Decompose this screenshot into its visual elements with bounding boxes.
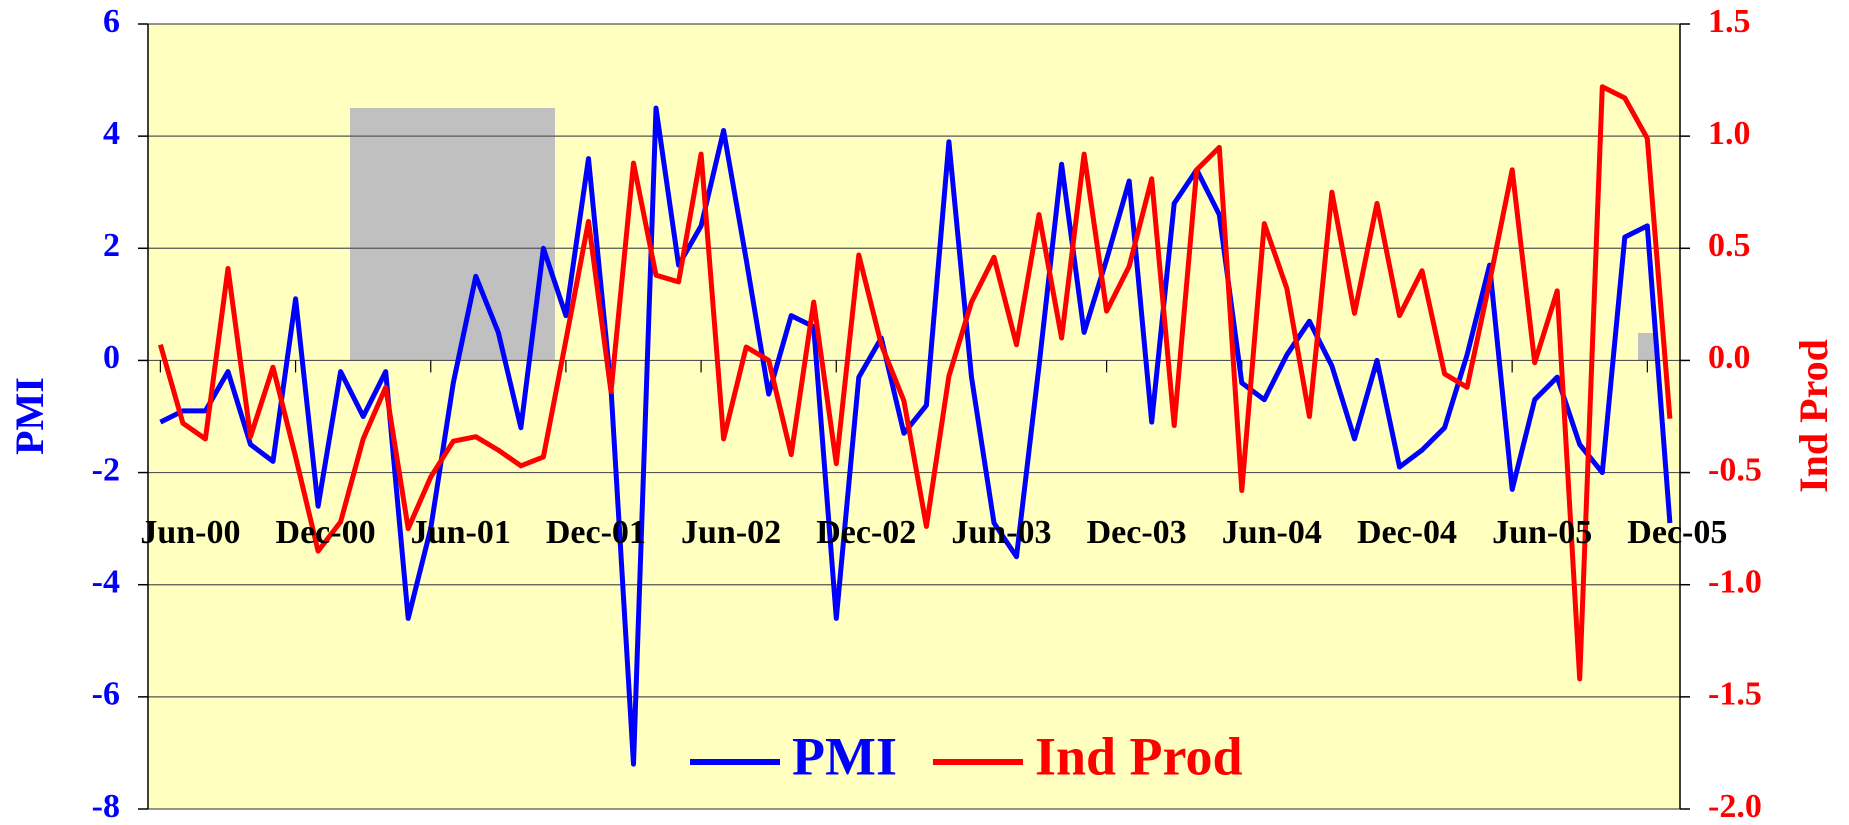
x-tick-label: Dec-04 <box>1357 514 1457 551</box>
x-tick-label: Jun-02 <box>681 514 781 551</box>
y-tick-label: -4 <box>92 564 120 601</box>
x-tick-label: Jun-01 <box>411 514 511 551</box>
y-tick-label: 2 <box>103 227 120 264</box>
y-tick-label: -6 <box>92 676 120 713</box>
x-tick-label: Jun-03 <box>951 514 1051 551</box>
y2-tick-label: 1.0 <box>1708 115 1751 152</box>
y2-tick-label: -1.0 <box>1708 564 1762 601</box>
y2-tick-label: -1.5 <box>1708 676 1762 713</box>
recession-shade <box>350 108 555 360</box>
y-tick-label: -8 <box>92 788 120 825</box>
y2-tick-label: 1.5 <box>1708 3 1751 40</box>
y2-tick-label: -2.0 <box>1708 788 1762 825</box>
y2-axis-title: Ind Prod <box>1791 339 1836 493</box>
legend-label: PMI <box>792 726 897 786</box>
y-tick-label: 6 <box>103 3 120 40</box>
y2-tick-label: 0.5 <box>1708 227 1751 264</box>
y2-tick-label: 0.0 <box>1708 339 1751 376</box>
grid <box>138 23 1690 810</box>
y2-tick-label: -0.5 <box>1708 451 1762 488</box>
x-tick-label: Jun-05 <box>1492 514 1592 551</box>
recession-shade <box>1638 333 1657 360</box>
x-tick-label: Dec-03 <box>1087 514 1187 551</box>
series-line <box>157 84 1673 682</box>
x-tick-label: Dec-00 <box>276 514 376 551</box>
y-tick-label: 0 <box>103 339 120 376</box>
x-tick-label: Jun-00 <box>140 514 240 551</box>
y-tick-label: 4 <box>103 115 120 152</box>
x-tick-label: Dec-01 <box>546 514 646 551</box>
y-axis-title: PMI <box>7 377 52 455</box>
y-tick-label: -2 <box>92 451 120 488</box>
x-tick-label: Dec-02 <box>816 514 916 551</box>
series-line <box>159 105 1673 767</box>
legend-label: Ind Prod <box>1035 726 1243 786</box>
x-tick-label: Dec-05 <box>1627 514 1727 551</box>
marks <box>157 84 1673 767</box>
x-tick-label: Jun-04 <box>1222 514 1322 551</box>
